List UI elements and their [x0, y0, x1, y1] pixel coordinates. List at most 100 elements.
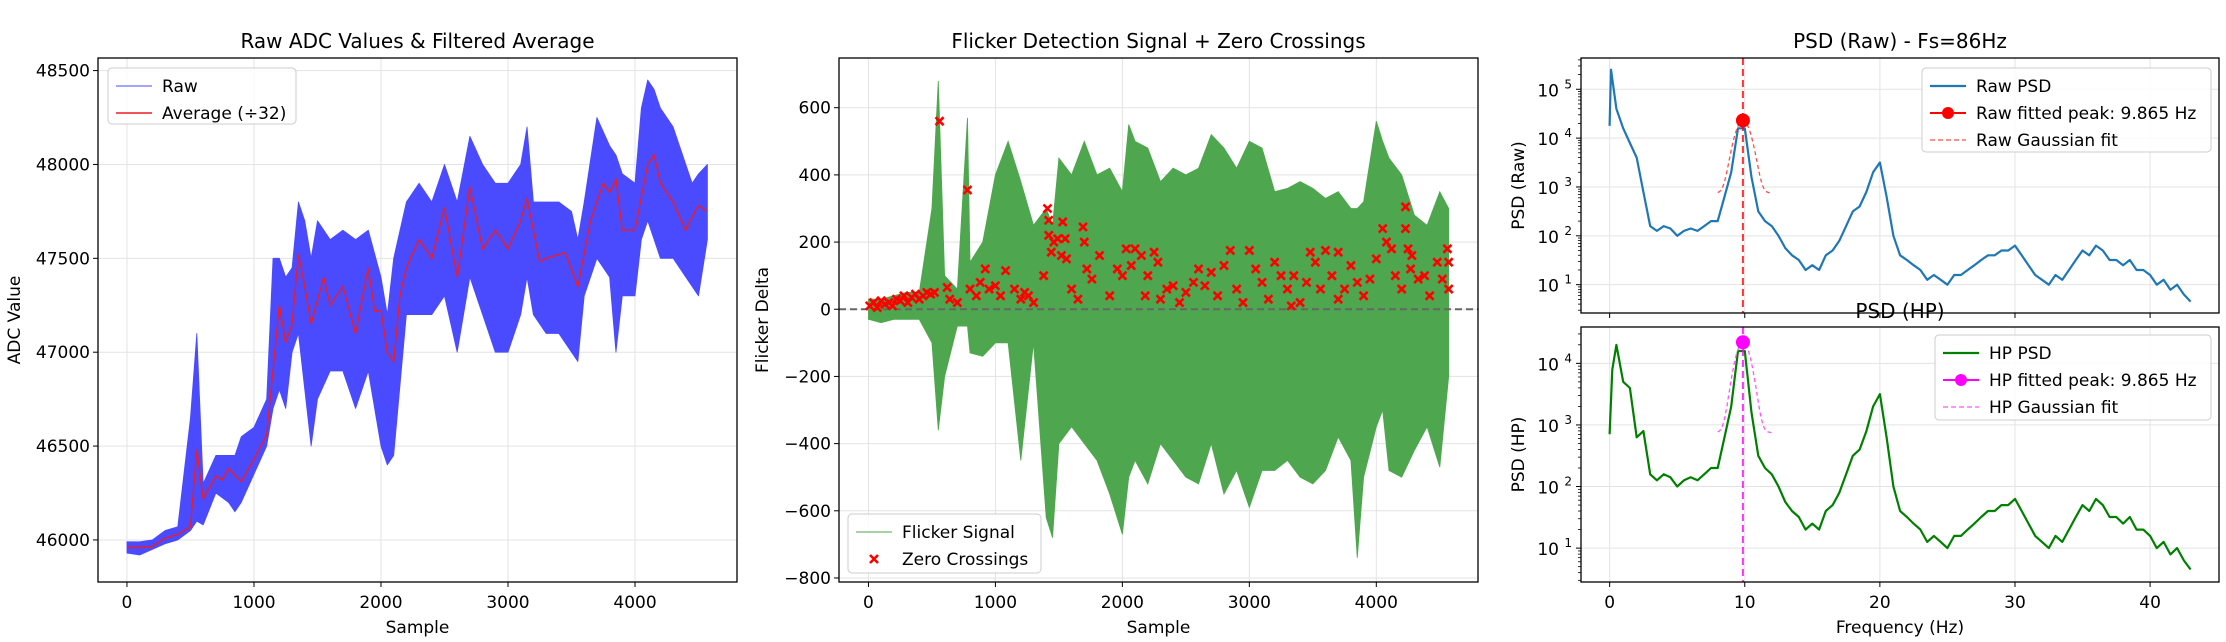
- zero-crossing-marker: [1400, 223, 1411, 234]
- zero-crossing-marker: [1193, 264, 1204, 274]
- legend-label: Raw fitted peak: 9.865 Hz: [1976, 104, 2196, 124]
- x-tick-label: 2000: [359, 593, 402, 613]
- plot-area: [839, 80, 1478, 558]
- zero-crossing-marker: [1326, 270, 1337, 281]
- x-tick-label: 30: [2004, 593, 2026, 613]
- raw-signal-envelope: [126, 79, 708, 556]
- zero-crossing-marker: [1126, 260, 1137, 271]
- zero-crossing-marker: [1301, 277, 1312, 288]
- legend-label: Raw PSD: [1976, 77, 2051, 97]
- zero-crossing-marker: [1060, 233, 1071, 244]
- y-tick-label: 600: [799, 99, 831, 119]
- y-tick-label: 10 1: [1537, 536, 1572, 560]
- axes-0: 0 1000 2000 3000 4000 46000 46500 47000 47500 480…: [5, 29, 738, 638]
- legend-swatch-marker: [1955, 374, 1967, 386]
- zero-crossing-marker: [1365, 274, 1375, 284]
- zero-crossing-marker: [1305, 247, 1316, 258]
- y-tick-label: 46500: [36, 437, 90, 457]
- zero-crossing-marker: [1009, 284, 1020, 295]
- zero-crossing-marker: [1282, 284, 1293, 295]
- x-axis-label: Frequency (Hz): [1836, 618, 1964, 638]
- zero-crossing-marker: [1066, 284, 1077, 295]
- plot-area: [1608, 327, 2192, 582]
- zero-crossing-marker: [942, 282, 953, 293]
- zero-crossing-marker: [929, 287, 940, 298]
- x-tick-label: 4000: [1355, 593, 1398, 613]
- zero-crossing-marker: [1424, 290, 1435, 301]
- y-axis-label: Flicker Delta: [753, 267, 773, 373]
- y-tick-label: 10 5: [1537, 77, 1572, 101]
- y-axis-label: PSD (Raw): [1509, 141, 1529, 230]
- zero-crossing-marker: [1390, 270, 1401, 281]
- y-tick-label: −200: [784, 367, 831, 387]
- zero-crossing-marker: [1199, 280, 1210, 291]
- zero-crossing-marker: [1257, 277, 1267, 288]
- y-tick-label: 10 3: [1537, 413, 1572, 437]
- zero-crossing-marker: [1038, 270, 1049, 281]
- zero-crossing-marker: [1140, 290, 1151, 301]
- zero-crossing-marker: [1437, 274, 1448, 284]
- zero-crossing-marker: [1061, 253, 1072, 264]
- y-tick-label: 10 2: [1537, 475, 1572, 499]
- zero-crossing-marker: [887, 300, 898, 311]
- zero-crossing-marker: [990, 280, 1001, 291]
- zero-crossing-marker: [1206, 267, 1217, 278]
- legend: Raw Average (÷32): [107, 67, 297, 125]
- x-tick-label: 20: [1869, 593, 1891, 613]
- legend-box: [847, 513, 1042, 574]
- zero-crossing-marker: [1142, 270, 1153, 281]
- plot-area: [126, 79, 708, 556]
- zero-crossing-marker: [1231, 284, 1242, 295]
- x-tick-label: 1000: [974, 593, 1017, 613]
- zero-crossing-marker: [1219, 260, 1229, 271]
- y-tick-label: −600: [784, 502, 831, 522]
- legend: HP PSD HP fitted peak: 9.865 Hz HP Gaussia…: [1934, 334, 2212, 421]
- zero-crossing-marker: [1405, 264, 1416, 274]
- legend-label: HP PSD: [1989, 344, 2052, 364]
- y-tick-exponent: 5: [1564, 77, 1572, 91]
- y-tick-exponent: 3: [1564, 413, 1572, 427]
- zero-crossing-marker: [971, 290, 982, 301]
- zero-crossing-marker: [1371, 253, 1382, 264]
- zero-crossing-marker: [1442, 243, 1453, 254]
- zero-crossing-marker: [1386, 243, 1397, 254]
- y-tick-exponent: 4: [1564, 126, 1572, 140]
- zero-crossing-marker: [1028, 297, 1039, 308]
- x-tick-label: 10: [1734, 593, 1756, 613]
- y-tick-label: 47500: [36, 249, 90, 269]
- legend-label: Raw: [162, 77, 198, 97]
- y-tick-label: 10 4: [1537, 126, 1572, 150]
- zero-crossing-marker: [1286, 300, 1297, 311]
- zero-crossing-marker: [1104, 290, 1115, 301]
- zero-crossing-marker: [1212, 290, 1223, 301]
- y-tick-exponent: 2: [1564, 475, 1572, 489]
- zero-crossing-marker: [1149, 247, 1160, 258]
- zero-crossing-marker: [934, 116, 945, 127]
- y-tick-label: −400: [784, 435, 831, 455]
- zero-crossing-marker: [1117, 270, 1128, 281]
- zero-crossing-marker: [984, 284, 994, 295]
- zero-crossing-marker: [980, 264, 991, 274]
- zero-crossing-marker: [1419, 270, 1430, 281]
- zero-crossing-marker: [1320, 245, 1331, 256]
- legend-label: HP fitted peak: 9.865 Hz: [1989, 371, 2197, 391]
- zero-crossing-marker: [952, 297, 963, 308]
- zero-crossing-marker: [1377, 223, 1388, 234]
- chart-title: Flicker Detection Signal + Zero Crossing…: [951, 29, 1365, 53]
- zero-crossing-marker: [1352, 277, 1363, 288]
- y-tick-label: 10 4: [1537, 351, 1572, 375]
- zero-crossing-marker: [1086, 274, 1097, 284]
- flicker-signal-envelope: [868, 80, 1450, 558]
- legend-label: HP Gaussian fit: [1989, 398, 2119, 418]
- chart-title: PSD (Raw) - Fs=86Hz: [1793, 29, 2007, 53]
- x-tick-label: 40: [2139, 593, 2161, 613]
- x-tick-label: 3000: [486, 593, 529, 613]
- y-tick-label: 47000: [36, 343, 90, 363]
- y-tick-label: 200: [799, 233, 831, 253]
- zero-crossing-marker: [1315, 284, 1326, 295]
- x-axis-label: Sample: [386, 618, 450, 638]
- legend-label: Zero Crossings: [902, 550, 1028, 570]
- zero-crossing-marker: [1081, 264, 1092, 274]
- chart-title: Raw ADC Values & Filtered Average: [240, 29, 594, 53]
